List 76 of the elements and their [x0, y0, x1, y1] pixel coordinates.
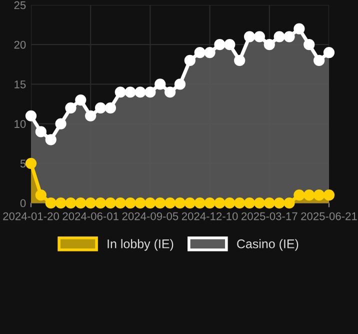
point	[204, 46, 216, 58]
point	[323, 46, 335, 58]
point	[45, 197, 56, 209]
x-tick-label: 2025-03-17	[242, 212, 298, 220]
x-tick-label: 2024-06-01	[62, 212, 118, 220]
y-tick-label: 5	[20, 160, 26, 168]
x-tick-label: 2024-12-10	[182, 212, 238, 220]
point	[65, 102, 76, 114]
point	[254, 197, 266, 209]
y-tick-label: 15	[14, 80, 26, 88]
point	[114, 197, 126, 209]
point	[234, 197, 246, 209]
point	[124, 86, 136, 98]
point	[45, 134, 56, 146]
y-tick-label: 20	[14, 40, 26, 49]
point	[25, 158, 37, 169]
point	[75, 94, 86, 106]
point	[55, 118, 66, 130]
point	[154, 78, 166, 90]
point	[184, 197, 196, 209]
point	[294, 190, 305, 201]
point	[304, 39, 315, 50]
y-tick-label: 0	[20, 199, 26, 208]
point	[224, 39, 236, 50]
point	[254, 31, 266, 42]
point	[154, 197, 166, 209]
point	[184, 54, 196, 66]
point	[204, 197, 216, 209]
point	[104, 197, 116, 209]
point	[314, 190, 325, 201]
point	[75, 197, 86, 209]
point	[194, 197, 206, 209]
point	[264, 39, 275, 50]
x-tick-label: 2024-01-20	[3, 212, 59, 220]
point	[284, 31, 295, 42]
y-tick-label: 10	[14, 120, 26, 128]
legend-label: In lobby (IE)	[108, 239, 174, 251]
point	[214, 197, 226, 209]
point	[124, 197, 136, 209]
point	[314, 54, 325, 66]
point	[274, 197, 285, 209]
point	[264, 197, 275, 209]
point	[85, 197, 96, 209]
point	[294, 23, 305, 34]
point	[134, 86, 146, 98]
point	[194, 46, 206, 58]
point	[35, 190, 46, 201]
point	[164, 86, 176, 98]
point	[214, 39, 226, 50]
x-tick-label: 2024-09-05	[122, 212, 178, 220]
y-tick-label: 25	[14, 1, 26, 10]
point	[144, 86, 156, 98]
point	[94, 197, 106, 209]
point	[144, 197, 156, 209]
legend-label: Casino (IE)	[237, 239, 298, 251]
point	[174, 78, 186, 90]
point	[304, 190, 315, 201]
point	[65, 197, 76, 209]
point	[234, 54, 246, 66]
point	[104, 102, 116, 114]
point	[85, 110, 96, 122]
point	[174, 197, 186, 209]
point	[164, 197, 176, 209]
point	[284, 197, 295, 209]
point	[274, 31, 285, 42]
point	[244, 31, 256, 42]
point	[224, 197, 236, 209]
point	[94, 102, 106, 114]
point	[114, 86, 126, 98]
point	[25, 110, 37, 122]
point	[244, 197, 256, 209]
x-tick-label: 2025-06-21	[301, 212, 357, 220]
point	[35, 126, 46, 138]
point	[134, 197, 146, 209]
point	[323, 190, 335, 201]
point	[55, 197, 66, 209]
